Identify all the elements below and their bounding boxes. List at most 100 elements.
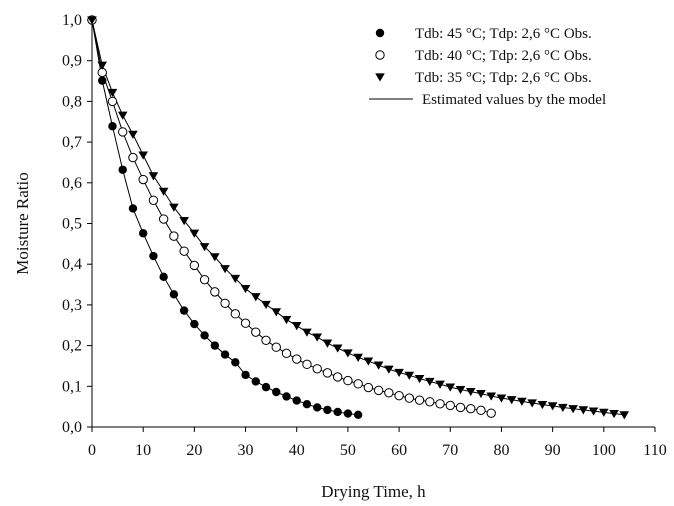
x-tick-label: 60 bbox=[391, 442, 407, 459]
data-point bbox=[281, 348, 292, 359]
axes: 0 10 20 30 40 50 60 70 80 90 100 110 0,0 0,1 0,2 0,3 0,4… bbox=[62, 12, 667, 459]
y-tick-label: 0,7 bbox=[62, 134, 82, 151]
data-point bbox=[486, 408, 496, 418]
data-point bbox=[414, 395, 425, 405]
data-point bbox=[87, 16, 97, 25]
data-point bbox=[312, 364, 322, 374]
data-point bbox=[250, 293, 261, 302]
data-point bbox=[149, 251, 158, 261]
data-point bbox=[169, 231, 179, 241]
data-point bbox=[332, 344, 343, 353]
data-point bbox=[220, 298, 230, 308]
data-point bbox=[333, 407, 342, 417]
x-tick-label: 70 bbox=[442, 442, 458, 459]
data-point bbox=[404, 371, 415, 380]
data-point bbox=[241, 370, 250, 380]
data-point bbox=[128, 152, 138, 163]
data-point bbox=[292, 396, 301, 405]
data-point bbox=[97, 61, 108, 70]
data-point bbox=[455, 385, 466, 395]
data-point bbox=[353, 410, 363, 419]
data-point bbox=[353, 353, 363, 362]
x-tick-label: 20 bbox=[186, 442, 202, 459]
data-point bbox=[343, 409, 353, 418]
data-point bbox=[455, 402, 466, 413]
data-point bbox=[220, 350, 230, 359]
data-point bbox=[313, 403, 322, 412]
data-point bbox=[394, 368, 404, 378]
data-point bbox=[609, 409, 619, 419]
y-tick-label: 0,9 bbox=[62, 53, 82, 70]
data-point bbox=[179, 246, 189, 256]
legend-label-1: Tdb: 45 °C; Tdp: 2,6 °C Obs. bbox=[415, 26, 592, 42]
data-point bbox=[312, 333, 322, 342]
legend: Tdb: 45 °C; Tdp: 2,6 °C Obs. Tdb: 40 °C; … bbox=[369, 26, 606, 108]
y-tick-label: 0,0 bbox=[62, 419, 82, 436]
y-tick-label: 0,1 bbox=[62, 378, 82, 395]
series-1-points bbox=[87, 15, 363, 419]
y-tick-label: 1,0 bbox=[62, 12, 82, 29]
data-point bbox=[302, 328, 312, 337]
x-tick-label: 90 bbox=[545, 442, 561, 459]
data-point bbox=[251, 327, 261, 337]
data-point bbox=[98, 76, 107, 85]
data-point bbox=[148, 172, 159, 181]
data-point bbox=[190, 319, 199, 329]
data-point bbox=[281, 315, 292, 325]
x-tick-label: 10 bbox=[135, 442, 151, 459]
legend-marker-1 bbox=[375, 28, 385, 38]
data-point bbox=[619, 411, 630, 420]
data-point bbox=[373, 385, 384, 396]
data-point bbox=[118, 127, 128, 137]
data-point bbox=[373, 361, 384, 370]
data-point bbox=[414, 374, 425, 384]
data-point bbox=[210, 341, 220, 350]
data-point bbox=[599, 408, 609, 417]
data-point bbox=[527, 399, 537, 408]
data-point bbox=[425, 377, 435, 386]
data-point bbox=[231, 358, 240, 367]
y-tick-label: 0,8 bbox=[62, 93, 82, 110]
y-tick-label: 0,3 bbox=[62, 297, 82, 314]
data-point bbox=[251, 377, 260, 386]
data-point bbox=[476, 405, 486, 416]
data-point bbox=[189, 260, 200, 271]
x-tick-label: 0 bbox=[88, 442, 96, 459]
data-point bbox=[117, 111, 128, 120]
data-point bbox=[107, 88, 118, 98]
data-point bbox=[240, 318, 251, 328]
data-point bbox=[169, 203, 179, 212]
legend-label-2: Tdb: 40 °C; Tdp: 2,6 °C Obs. bbox=[415, 48, 592, 64]
data-point bbox=[558, 403, 568, 413]
data-point bbox=[343, 349, 353, 358]
data-point bbox=[230, 309, 241, 319]
data-point bbox=[199, 274, 210, 285]
y-tick-label: 0,6 bbox=[62, 175, 82, 192]
data-point bbox=[332, 372, 343, 382]
data-point bbox=[302, 359, 312, 370]
data-point bbox=[169, 290, 179, 299]
series-2-points bbox=[87, 15, 496, 418]
data-point bbox=[271, 308, 282, 317]
data-point bbox=[292, 354, 302, 364]
data-point bbox=[179, 306, 189, 315]
data-point bbox=[179, 217, 189, 226]
data-point bbox=[445, 400, 455, 411]
data-point bbox=[384, 365, 394, 374]
data-point bbox=[200, 331, 209, 340]
data-point bbox=[547, 402, 558, 411]
x-tick-label: 30 bbox=[238, 442, 254, 459]
data-point bbox=[506, 396, 517, 405]
data-point bbox=[158, 214, 169, 224]
data-point bbox=[578, 406, 589, 415]
data-point bbox=[343, 375, 353, 386]
data-point bbox=[394, 390, 404, 401]
y-tick-label: 0,4 bbox=[62, 256, 82, 273]
data-point bbox=[476, 390, 486, 399]
data-point bbox=[261, 300, 271, 310]
data-point bbox=[220, 265, 230, 274]
legend-label-model: Estimated values by the model bbox=[422, 92, 606, 108]
data-point bbox=[230, 274, 241, 284]
y-axis-title: Moisture Ratio bbox=[13, 172, 32, 274]
x-tick-label: 50 bbox=[340, 442, 356, 459]
